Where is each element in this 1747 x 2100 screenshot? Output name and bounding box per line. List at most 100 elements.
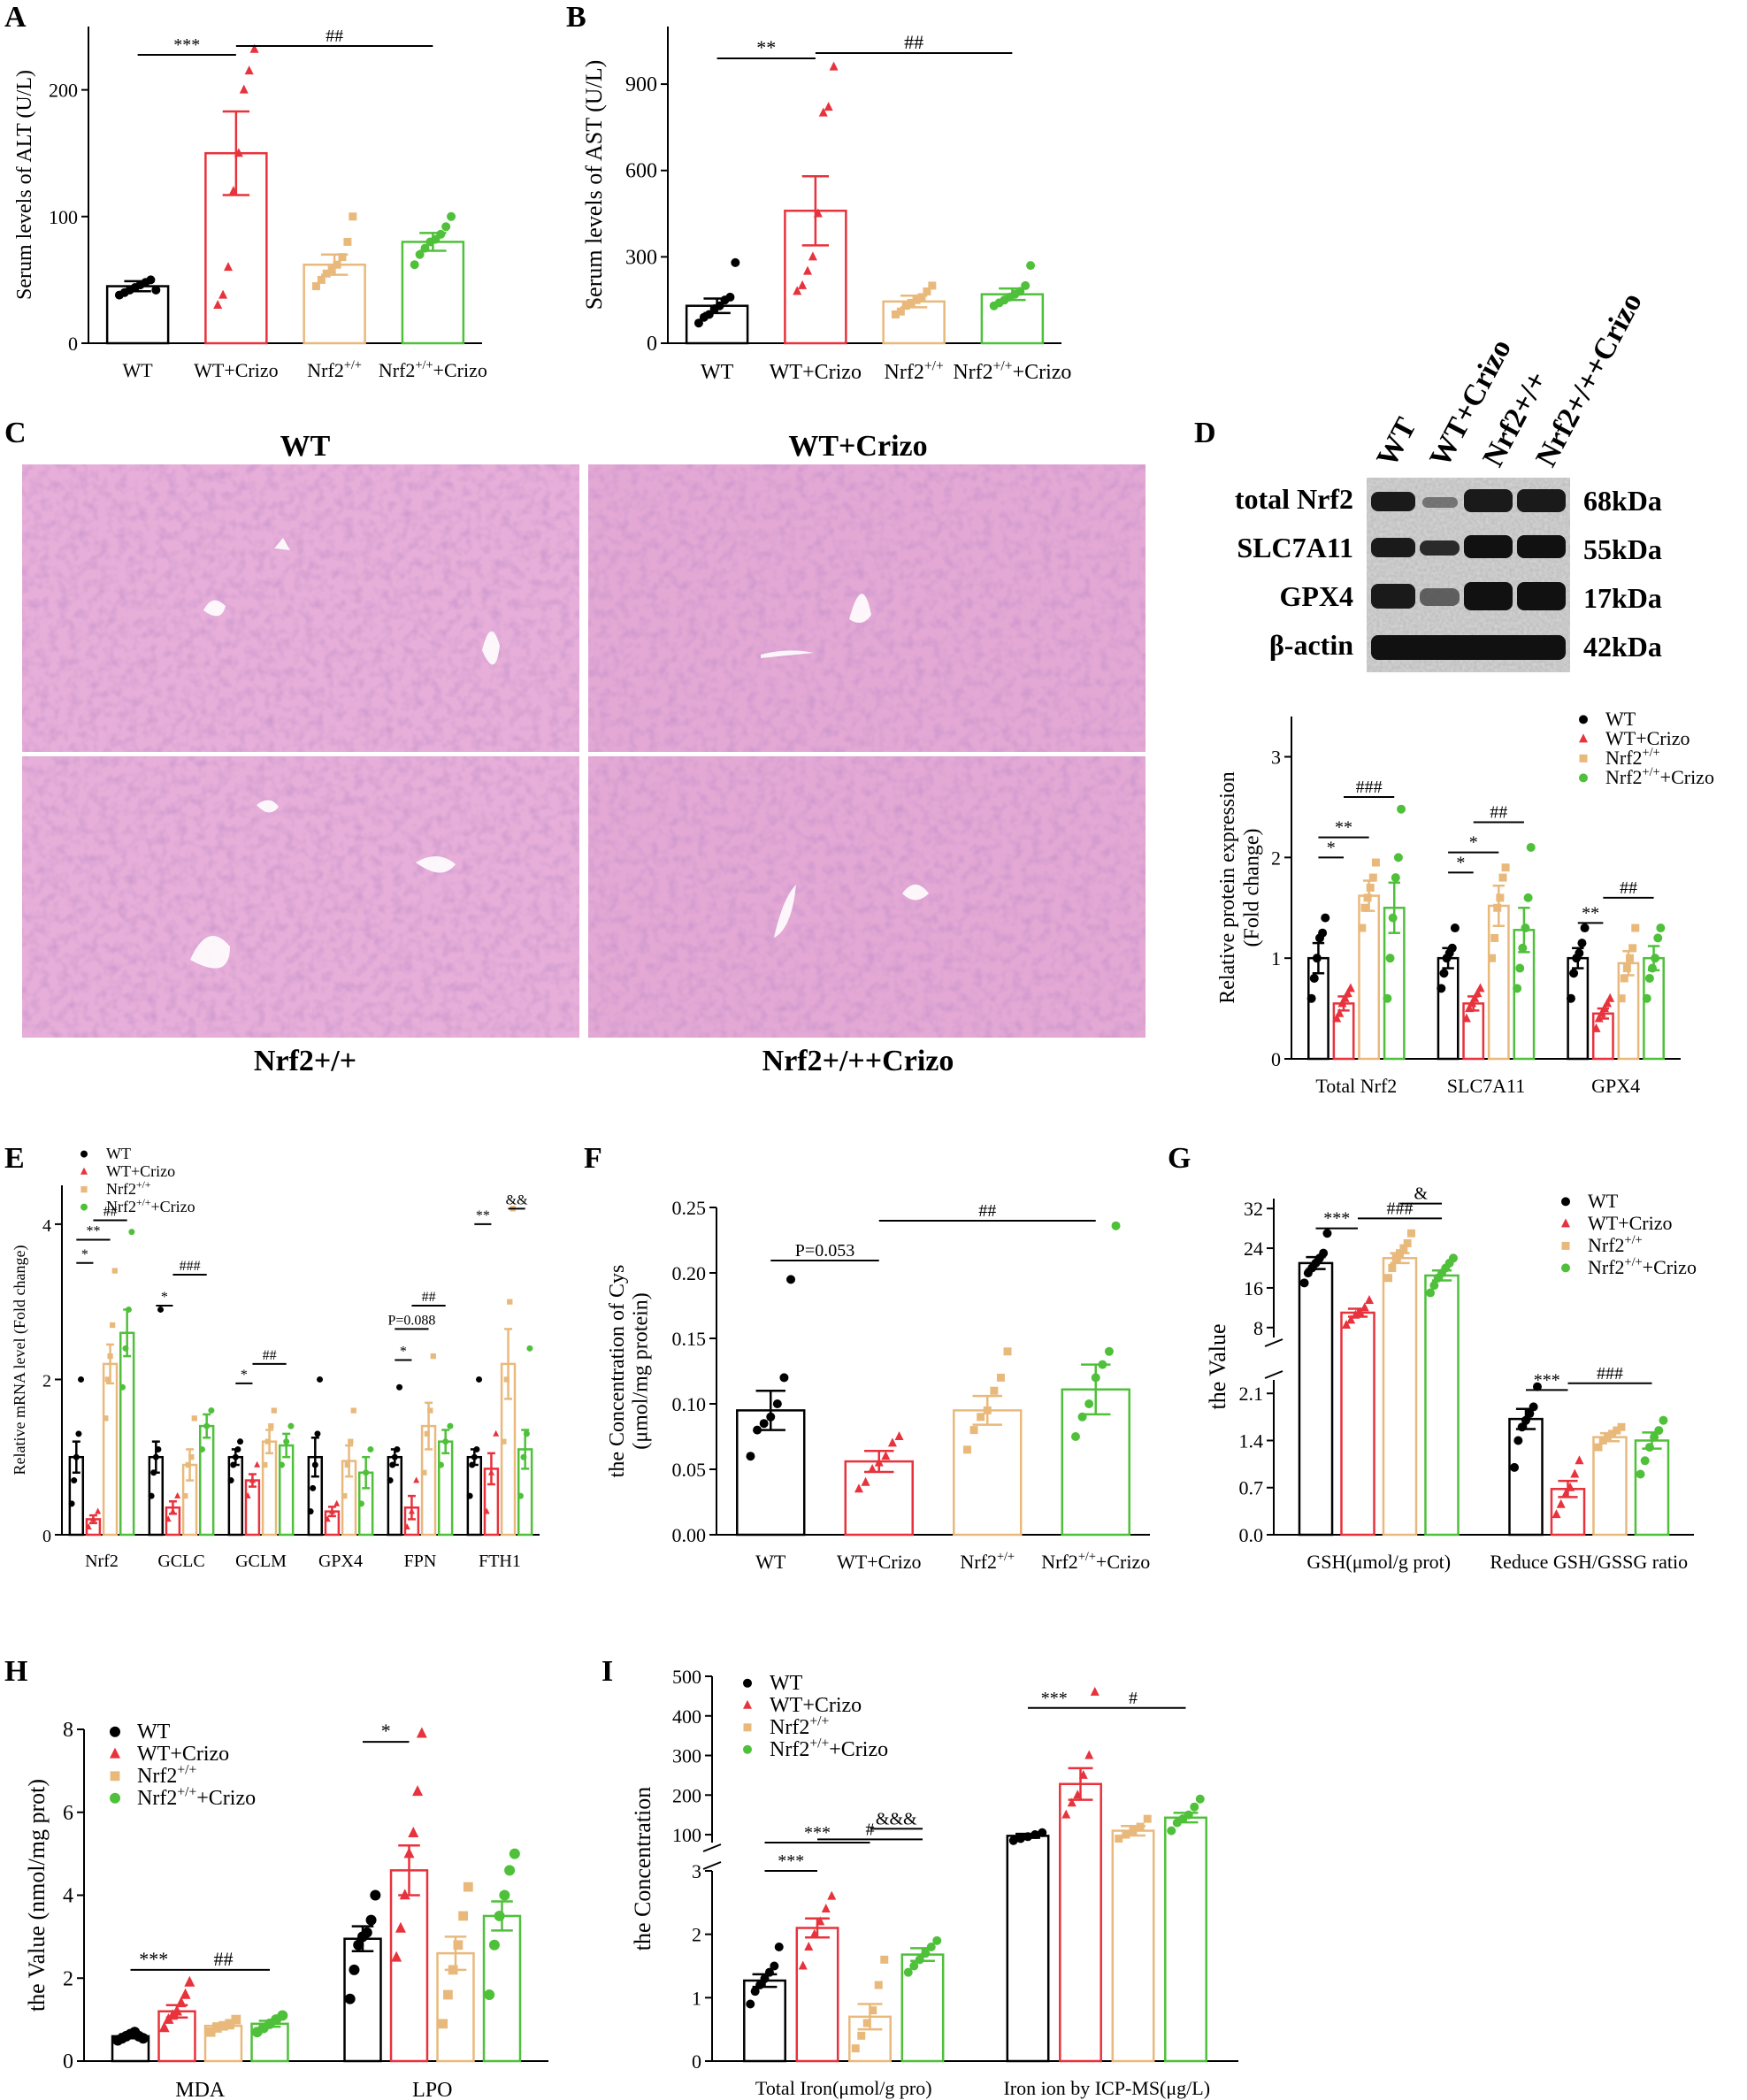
blot-lane-labels: WT WT+Crizo Nrf2+/+ Nrf2+/++Crizo: [1370, 287, 1648, 472]
legend-entry: Nrf2+/+: [137, 1762, 196, 1788]
data-point: [743, 1723, 752, 1732]
legend-entry: WT: [106, 1145, 131, 1162]
significance-label: ###: [1387, 1199, 1414, 1218]
data-point: [1552, 1509, 1561, 1519]
data-point: [507, 1299, 513, 1305]
data-point: [89, 1515, 96, 1522]
bar: [1340, 1311, 1375, 1537]
data-point: [317, 275, 326, 284]
data-point: [1104, 1346, 1114, 1356]
panel-c-histology: WT WT+Crizo Nrf2+/+ Nrf2+/++Crizo: [22, 430, 1146, 1077]
data-point: [110, 1726, 120, 1737]
data-point: [1129, 1827, 1138, 1836]
data-point: [413, 1476, 420, 1483]
bar: [1332, 1002, 1355, 1061]
y-axis-label: Relative protein expression: [1216, 771, 1239, 1004]
significance-label: ***: [139, 1948, 168, 1970]
data-point: [314, 1430, 321, 1437]
y-axis-label: the Value (nmol/mg prot): [24, 1779, 50, 2012]
data-point: [420, 243, 430, 253]
data-point: [1501, 863, 1510, 872]
data-point: [731, 257, 740, 267]
y-tick-label: 0.05: [672, 1459, 707, 1481]
data-point: [1603, 998, 1613, 1008]
x-tick-label: Nrf2: [85, 1552, 119, 1571]
y-tick-label: 0.7: [1239, 1477, 1264, 1499]
data-point: [1566, 993, 1575, 1003]
y-axis-label: the Value: [1205, 1324, 1230, 1410]
data-point: [977, 1413, 985, 1422]
data-point: [341, 1492, 348, 1499]
data-point: [1073, 1790, 1083, 1799]
data-point: [1322, 1229, 1332, 1238]
data-point: [1363, 893, 1372, 902]
data-point: [237, 1438, 244, 1445]
bar: [1382, 1257, 1418, 1537]
bar: [980, 293, 1045, 345]
data-point: [1579, 773, 1588, 783]
data-point: [715, 301, 724, 310]
data-point: [283, 1438, 290, 1445]
data-point: [1642, 993, 1651, 1003]
data-point: [1319, 1248, 1329, 1258]
data-point: [1397, 804, 1406, 814]
chart-d-protein-expression: 0 1 2 3 Relative protein expression (Fold cha…: [1216, 708, 1714, 1097]
y-tick-label: 600: [625, 160, 657, 183]
data-point: [80, 1186, 88, 1193]
data-point: [447, 1422, 454, 1429]
data-point: [317, 1376, 324, 1383]
data-point: [1648, 963, 1658, 973]
data-point: [1561, 1197, 1570, 1207]
data-point: [1561, 1263, 1570, 1273]
data-point: [155, 1445, 162, 1452]
blot-size-label: 55kDa: [1583, 533, 1662, 565]
data-point: [1143, 1814, 1152, 1823]
data-point: [1513, 984, 1522, 993]
data-point: [1342, 1319, 1352, 1329]
data-point: [1439, 969, 1449, 978]
x-tick-label: FPN: [404, 1552, 437, 1571]
data-point: [357, 1500, 364, 1507]
data-point: [203, 1422, 211, 1429]
significance-label: ##: [103, 1205, 118, 1220]
bar: [1111, 1829, 1155, 2063]
data-point: [1090, 1686, 1100, 1696]
blot-protein-label: β-actin: [1269, 629, 1353, 661]
legend-entry: WT: [1588, 1190, 1619, 1212]
bar: [198, 1424, 215, 1537]
y-tick-label: 0: [63, 2050, 73, 2073]
data-point: [365, 1914, 377, 1926]
y-tick-label: 100: [672, 1824, 701, 1846]
data-point: [1385, 954, 1395, 963]
micrograph-wt-crizo: [588, 464, 1146, 752]
panel-letter-a: A: [4, 1, 27, 34]
data-point: [1608, 1429, 1617, 1438]
data-point: [213, 300, 223, 310]
data-point: [887, 1437, 897, 1447]
data-point: [111, 1268, 118, 1274]
data-point: [1190, 1802, 1199, 1812]
data-point: [1299, 1278, 1309, 1288]
data-point: [1496, 893, 1505, 902]
data-point: [333, 260, 341, 269]
data-point: [1098, 1360, 1107, 1369]
bar: [1298, 1261, 1334, 1537]
data-point: [1429, 1281, 1439, 1291]
data-point: [932, 1935, 942, 1945]
data-point: [1391, 873, 1400, 883]
data-point: [227, 1477, 234, 1484]
bar: [1508, 1417, 1544, 1537]
data-point: [174, 1491, 181, 1498]
significance-label: ##: [978, 1201, 996, 1221]
y-tick-label: 0: [647, 333, 657, 356]
data-point: [487, 1468, 494, 1475]
data-point: [1015, 1834, 1025, 1843]
data-point: [1659, 1415, 1668, 1425]
data-point: [990, 1386, 999, 1395]
data-point: [969, 1426, 978, 1435]
y-tick-label: 3: [692, 1860, 701, 1882]
bar: [102, 1362, 119, 1537]
data-point: [438, 2019, 448, 2029]
chart-g-gsh: 0.0 0.7 1.4 2.1 8 16 24 32 the Value GSH(μmol/g p…: [1205, 1184, 1697, 1573]
